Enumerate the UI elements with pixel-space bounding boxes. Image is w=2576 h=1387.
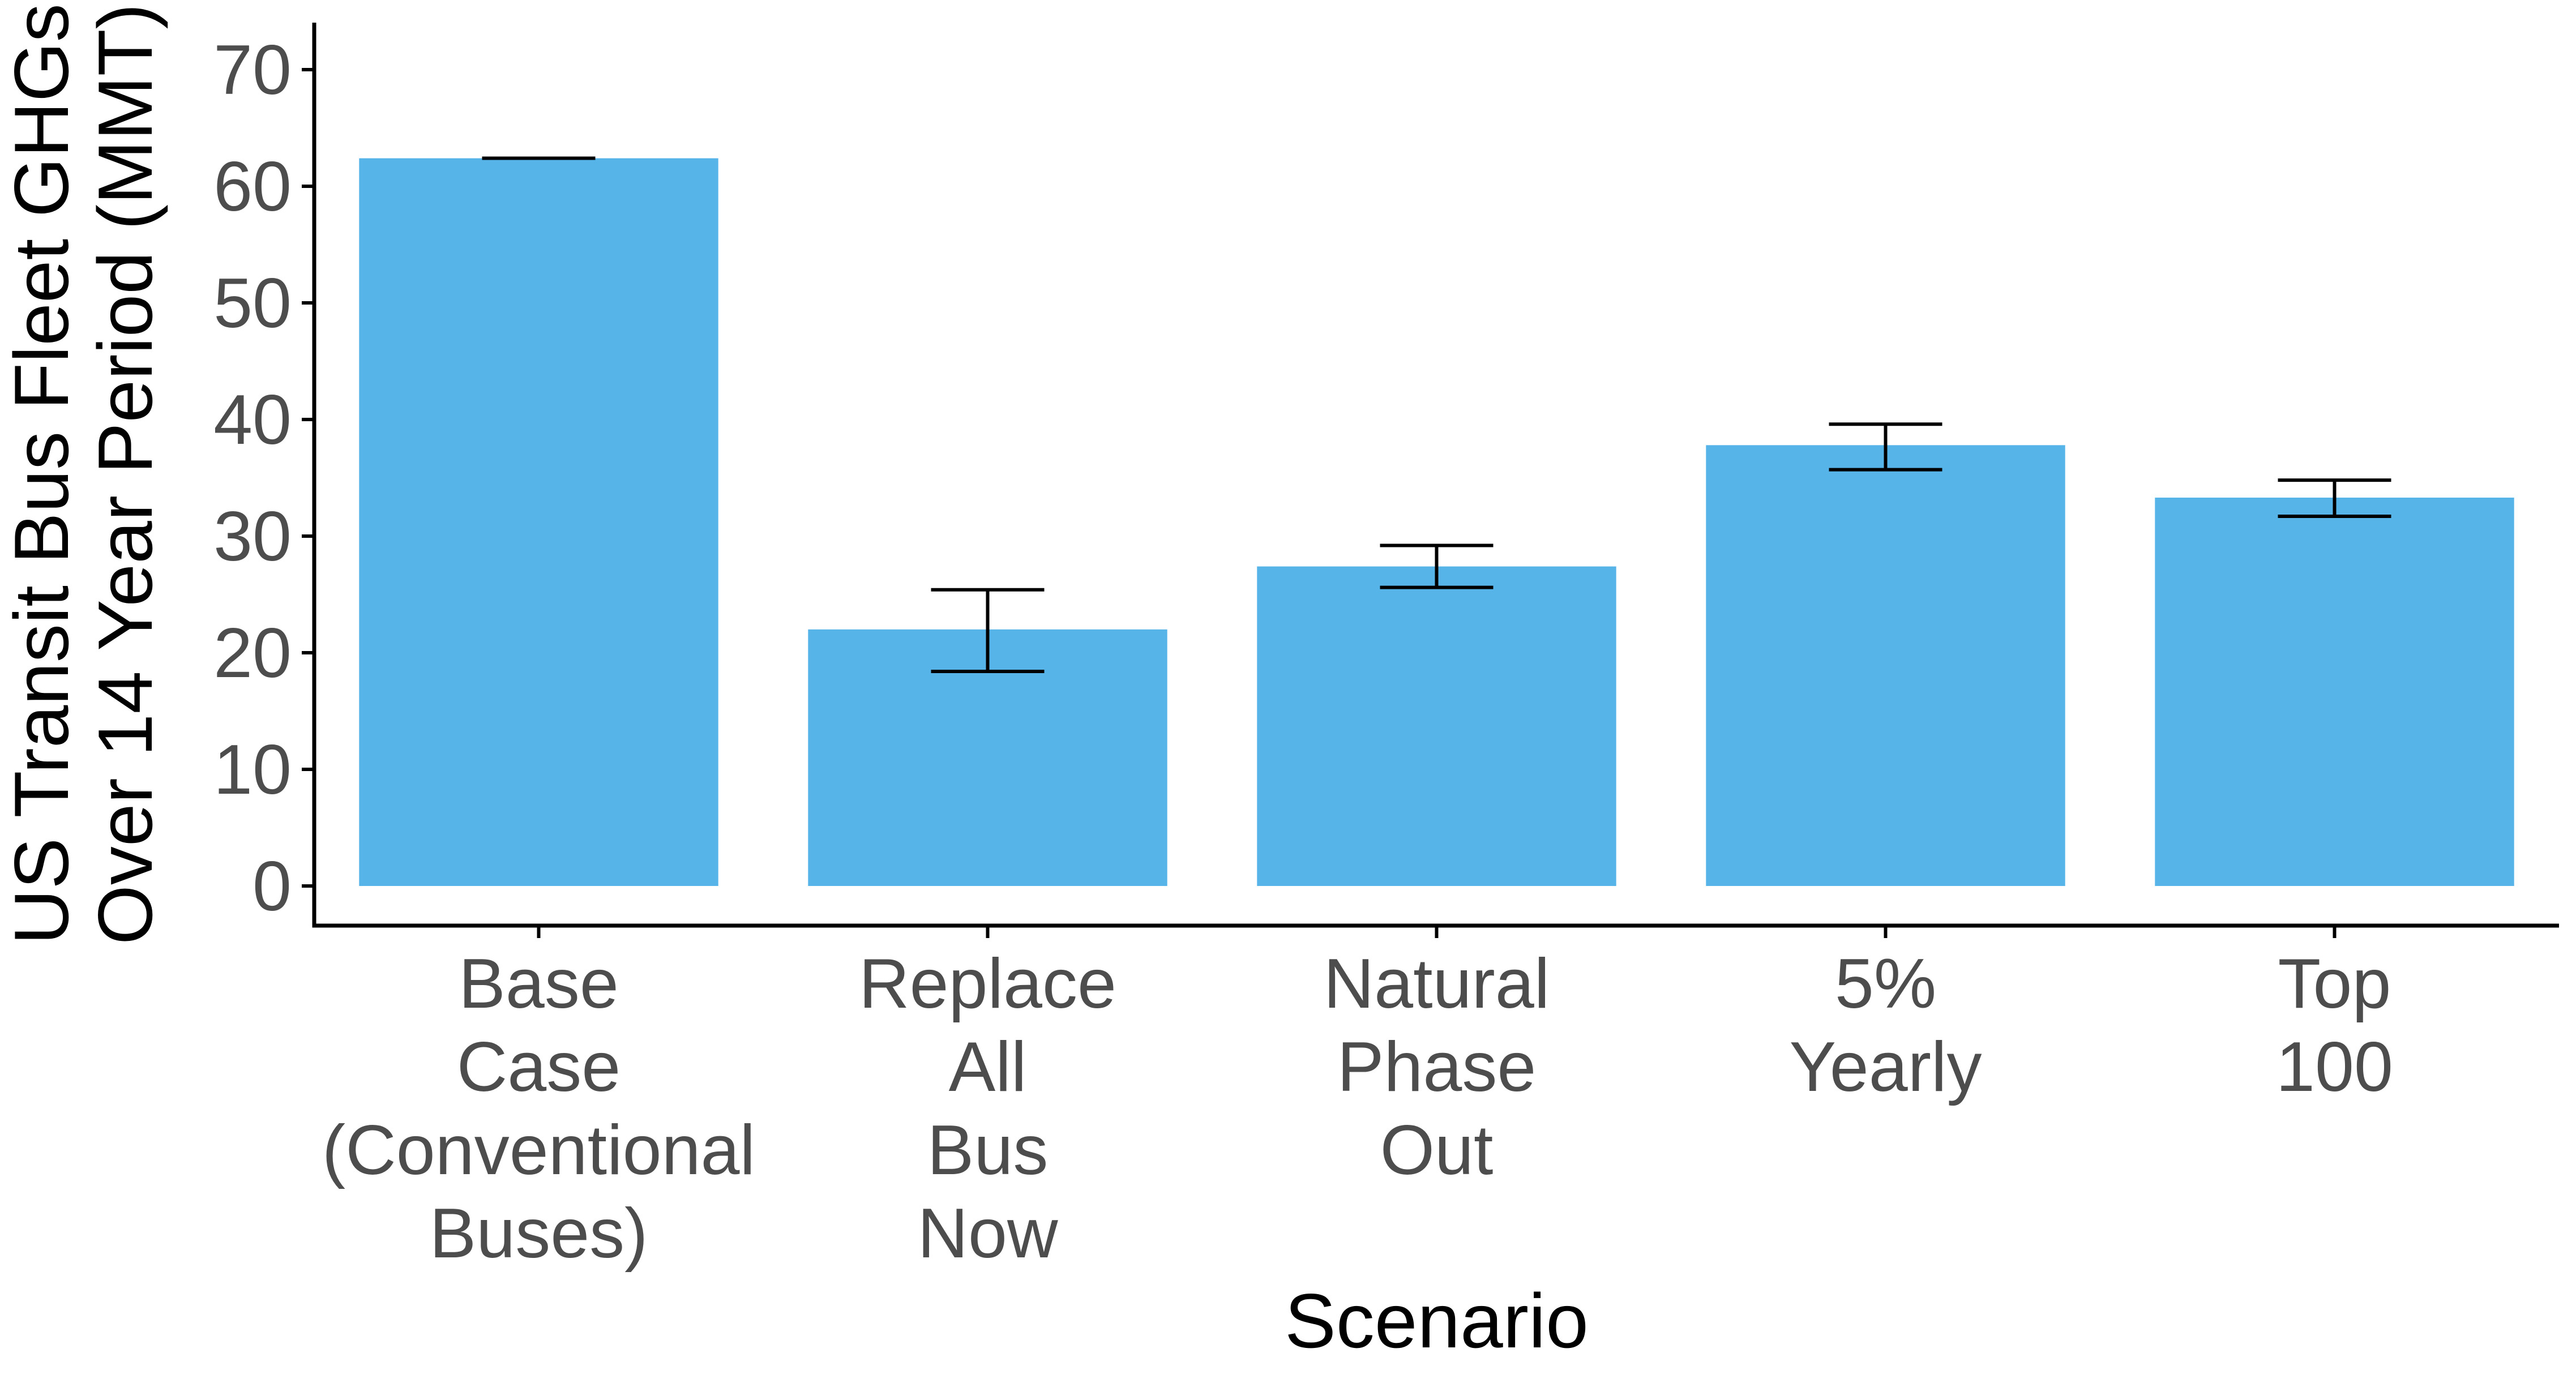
x-tick-label-line: Natural (1324, 945, 1550, 1023)
x-tick-label-line: Buses) (430, 1195, 648, 1273)
error-bar (931, 588, 1045, 673)
y-axis-title-line-2: Over 14 Year Period (MMT) (82, 3, 168, 945)
y-tick-label: 0 (253, 847, 292, 926)
error-bar (1829, 422, 1942, 472)
y-tick-label: 10 (213, 731, 292, 809)
y-tick-label: 50 (213, 264, 292, 343)
x-tick-label-line: Phase (1337, 1028, 1537, 1106)
x-tick-label-line: Top (2278, 945, 2391, 1023)
bar (1257, 566, 1616, 886)
y-tick-label: 30 (213, 498, 292, 576)
x-ticks: Base Case (Conventional Buses)Replace All Bus… (322, 926, 2393, 1273)
x-tick-label-line: All (949, 1028, 1027, 1106)
x-tick-label: Replace All Bus Now (859, 945, 1116, 1273)
bar (359, 158, 718, 886)
x-tick-label-line: Out (1380, 1111, 1494, 1189)
y-axis-title-line-1: US Transit Bus Fleet GHGs (0, 3, 84, 945)
x-tick-label-line: Yearly (1789, 1028, 1982, 1106)
bar (1706, 445, 2065, 886)
y-tick-label: 60 (213, 148, 292, 226)
x-tick-label-line: Case (457, 1028, 621, 1106)
x-tick-label: Natural Phase Out (1324, 945, 1550, 1189)
x-axis-title: Scenario (1285, 1278, 1589, 1364)
x-tick-label-line: Bus (927, 1111, 1049, 1189)
x-tick-label: Top 100 (2276, 945, 2393, 1106)
x-tick-label-line: 5% (1835, 945, 1936, 1023)
bar (2155, 498, 2514, 886)
x-tick-label: Base Case (Conventional Buses) (322, 945, 755, 1273)
x-tick-label-line: Replace (859, 945, 1116, 1023)
error-bars (482, 156, 2391, 673)
x-tick-label-line: 100 (2276, 1028, 2393, 1106)
x-tick-label-line: Now (917, 1195, 1058, 1273)
error-bar (1380, 543, 1494, 589)
y-tick-label: 40 (213, 381, 292, 459)
y-tick-label: 70 (213, 31, 292, 109)
x-tick-label-line: (Conventional (322, 1111, 755, 1189)
y-ticks: 0 10 20 30 40 50 60 70 (213, 31, 314, 926)
x-tick-label: 5% Yearly (1789, 945, 1982, 1106)
y-axis-title: US Transit Bus Fleet GHGs Over 14 Year P… (0, 3, 168, 945)
error-bar (2278, 478, 2391, 518)
y-tick-label: 20 (213, 614, 292, 692)
bars (359, 158, 2514, 886)
x-tick-label-line: Base (459, 945, 619, 1023)
